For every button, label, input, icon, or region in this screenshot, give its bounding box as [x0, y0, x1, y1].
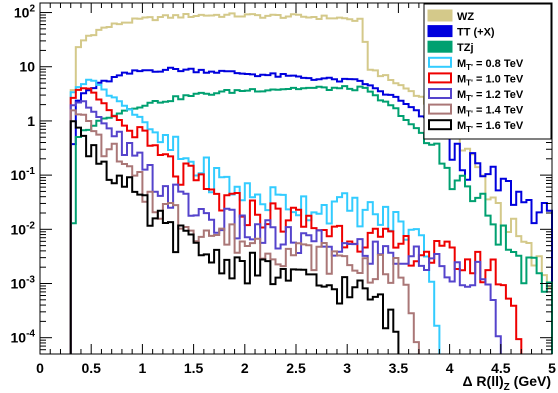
x-tick-label: 0	[36, 360, 44, 376]
series-line-5	[69, 100, 502, 354]
legend-swatch	[427, 9, 453, 22]
legend-swatch	[428, 103, 452, 115]
legend-label: WZ	[457, 11, 474, 23]
legend-label: MT' = 1.0 TeV	[457, 73, 524, 87]
legend-label: MT' = 1.4 TeV	[457, 105, 524, 119]
legend-label: MT' = 0.8 TeV	[457, 58, 524, 72]
x-axis-title-unit: (GeV)	[510, 373, 551, 389]
x-axis-title-main: Δ R(ll)	[462, 373, 503, 389]
series-line-1	[69, 66, 553, 354]
x-tick-label: 3	[343, 360, 351, 376]
x-tick-label: 0.5	[81, 360, 101, 376]
legend-swatch	[428, 119, 452, 131]
x-tick-label: 3.5	[389, 360, 409, 376]
legend-label: TZj	[457, 42, 474, 54]
legend-swatch	[428, 72, 452, 84]
x-tick-label: 4	[446, 360, 454, 376]
series-line-3	[69, 78, 441, 354]
x-tick-label: 4.5	[491, 360, 511, 376]
y-tick-label: 10	[19, 59, 35, 75]
legend-label: TT (+X)	[457, 27, 495, 39]
y-tick-label: 10-3	[11, 274, 36, 291]
legend-label: MT' = 1.6 TeV	[457, 120, 524, 134]
x-tick-label: 2	[241, 360, 249, 376]
x-tick-label: 5	[548, 360, 556, 376]
series-line-6	[69, 109, 420, 354]
legend-swatch	[428, 56, 452, 68]
legend-label: MT' = 1.2 TeV	[457, 89, 524, 103]
x-tick-labels: 0 0.5 1 1.5 2 2.5 3 3.5 4 4.5 5	[36, 360, 556, 376]
x-tick-label: 1.5	[184, 360, 204, 376]
y-tick-labels: 102 10 1 10-1 10-2 10-3 10-4	[11, 4, 36, 346]
legend-box	[423, 3, 552, 140]
series-line-7	[69, 120, 400, 354]
legend-swatch	[427, 40, 453, 53]
y-tick-label: 10-1	[11, 166, 36, 183]
legend-swatch	[428, 88, 452, 99]
series-line-2	[69, 85, 553, 354]
x-axis-title: Δ R(ll)Z (GeV)	[462, 373, 551, 393]
series-line-4	[69, 87, 523, 354]
y-tick-label: 102	[14, 4, 36, 21]
y-tick-label: 10-2	[11, 220, 36, 237]
y-tick-label: 10-4	[11, 329, 36, 346]
series-layer	[69, 12, 553, 354]
x-axis-title-sub: Z	[504, 382, 510, 393]
legend-swatch	[427, 25, 453, 38]
y-tick-label: 1	[27, 113, 35, 129]
x-tick-label: 1	[139, 360, 147, 376]
x-tick-label: 2.5	[286, 360, 306, 376]
